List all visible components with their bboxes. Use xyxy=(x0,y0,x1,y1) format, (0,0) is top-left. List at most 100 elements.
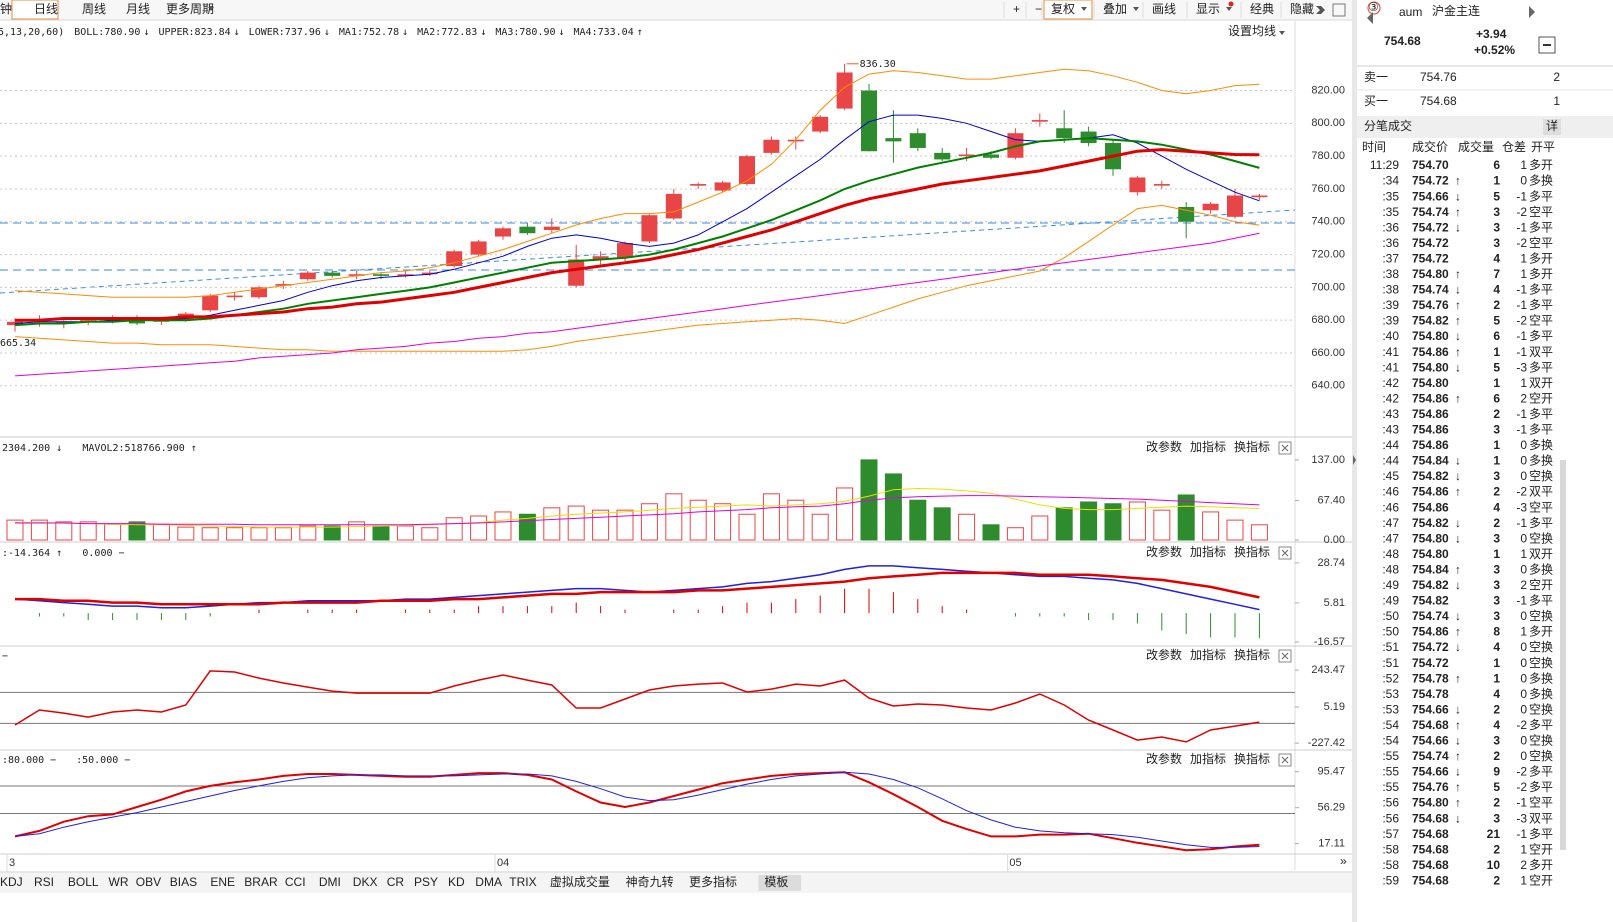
indicator-line xyxy=(14,232,1260,377)
panel-button[interactable]: 改参数 xyxy=(1146,439,1182,454)
trade-oi-change: 1 xyxy=(1520,376,1527,390)
indicator-tab[interactable]: 虚拟成交量 xyxy=(550,874,610,889)
panel-button[interactable]: 加指标 xyxy=(1190,647,1226,662)
trade-volume: 4 xyxy=(1493,640,1500,654)
indicator-label: :-14.364 ↑ xyxy=(2,548,62,559)
trade-time: :55 xyxy=(1382,780,1399,794)
volume-bar xyxy=(445,517,463,541)
trade-type: 多平 xyxy=(1529,594,1553,608)
panel-button[interactable]: 加指标 xyxy=(1190,544,1226,559)
close-icon[interactable] xyxy=(1281,652,1289,660)
trade-oi-change: 0 xyxy=(1520,609,1527,623)
detail-button[interactable] xyxy=(1543,119,1561,135)
volume-bar xyxy=(274,527,292,541)
scrollbar[interactable] xyxy=(1560,460,1566,850)
indicator-tab[interactable]: OBV xyxy=(136,875,161,889)
candle-body xyxy=(934,152,951,160)
tool-button[interactable]: 复权 xyxy=(1051,2,1075,16)
period-tab[interactable]: 周线 xyxy=(82,2,106,16)
trade-price: 754.80 xyxy=(1412,329,1449,343)
candle-body xyxy=(519,226,536,234)
indicator-tab[interactable]: 更多指标 xyxy=(689,874,737,889)
indicator-tab[interactable]: CR xyxy=(387,875,405,889)
trade-oi-change: 0 xyxy=(1520,438,1527,452)
volume-bar xyxy=(640,503,658,541)
indicator-tab[interactable]: DKX xyxy=(353,875,378,889)
trade-time: :57 xyxy=(1382,827,1399,841)
y-tick-label: 95.47 xyxy=(1317,766,1345,778)
trade-type: 空换 xyxy=(1529,749,1553,763)
period-tab[interactable]: 日线 xyxy=(34,2,58,16)
indicator-tab[interactable]: DMA xyxy=(475,875,502,889)
close-icon[interactable] xyxy=(1281,549,1289,557)
splitter-arrow[interactable] xyxy=(1353,455,1356,465)
dropdown-icon xyxy=(1133,7,1139,11)
close-icon[interactable] xyxy=(1281,756,1289,764)
active-template[interactable] xyxy=(758,875,802,891)
indicator-line xyxy=(14,670,1260,743)
trade-time: :51 xyxy=(1382,640,1399,654)
prev-icon[interactable] xyxy=(1367,12,1373,24)
tool-button[interactable]: − xyxy=(1035,2,1042,16)
indicator-tab[interactable]: BOLL xyxy=(68,875,99,889)
trade-price: 754.86 xyxy=(1412,391,1449,405)
panel-button[interactable]: 换指标 xyxy=(1234,647,1270,662)
panel-button[interactable]: 换指标 xyxy=(1234,751,1270,766)
fullscreen-icon[interactable] xyxy=(1332,3,1346,17)
volume-bar xyxy=(958,513,976,541)
volume-bar xyxy=(79,521,97,541)
indicator-tab[interactable]: 模板 xyxy=(764,875,788,889)
close-icon[interactable] xyxy=(1281,444,1289,452)
trade-type: 多换 xyxy=(1529,671,1553,685)
panel-button[interactable]: 改参数 xyxy=(1146,647,1182,662)
panel-button[interactable]: 加指标 xyxy=(1190,751,1226,766)
tool-button[interactable]: + xyxy=(1013,2,1020,16)
trade-oi-change: -2 xyxy=(1516,780,1527,794)
indicator-tab[interactable]: CCI xyxy=(285,875,306,889)
volume-bar xyxy=(55,521,73,541)
indicator-tab[interactable]: PSY xyxy=(414,875,438,889)
trade-oi-change: -1 xyxy=(1516,796,1527,810)
panel-button[interactable]: 加指标 xyxy=(1190,439,1226,454)
panel-button[interactable]: 换指标 xyxy=(1234,544,1270,559)
trade-price: 754.86 xyxy=(1412,423,1449,437)
tool-button[interactable]: 叠加 xyxy=(1103,2,1127,16)
indicator-tab[interactable]: BRAR xyxy=(244,875,278,889)
indicator-tab[interactable]: TRIX xyxy=(509,875,536,889)
volume-bar xyxy=(30,519,48,541)
trade-volume: 3 xyxy=(1493,562,1500,576)
indicator-tab[interactable]: BIAS xyxy=(170,875,197,889)
volume-bar xyxy=(1153,509,1171,541)
panel-button[interactable]: 改参数 xyxy=(1146,751,1182,766)
trade-price: 754.76 xyxy=(1412,780,1449,794)
trade-oi-change: -2 xyxy=(1516,718,1527,732)
detail-button-label[interactable]: 详 xyxy=(1546,118,1558,133)
indicator-tab[interactable]: DMI xyxy=(319,875,341,889)
panel-button[interactable]: 换指标 xyxy=(1234,439,1270,454)
tool-button[interactable]: 画线 xyxy=(1152,2,1176,16)
indicator-tab[interactable]: KD xyxy=(448,875,465,889)
tool-button[interactable]: 显示 xyxy=(1196,2,1220,16)
trade-type: 空换 xyxy=(1529,469,1553,483)
tool-button[interactable]: 经典 xyxy=(1250,2,1274,16)
tool-button[interactable]: 隐藏 xyxy=(1290,2,1314,16)
indicator-tab[interactable]: RSI xyxy=(34,875,54,889)
indicator-tab[interactable]: KDJ xyxy=(0,875,23,889)
scroll-right-icon[interactable]: » xyxy=(1340,854,1347,868)
period-tab[interactable]: 钟 xyxy=(0,1,12,16)
panel-button[interactable]: 改参数 xyxy=(1146,544,1182,559)
setting-button[interactable]: 设置均线 xyxy=(1228,24,1276,38)
active-tool[interactable] xyxy=(1043,0,1093,20)
indicator-tab[interactable]: 神奇九转 xyxy=(626,874,674,889)
indicator-tab[interactable]: WR xyxy=(109,875,129,889)
candle-body xyxy=(763,139,780,153)
trade-volume: 8 xyxy=(1493,625,1500,639)
trade-arrow: ↓ xyxy=(1455,454,1461,468)
active-tab[interactable] xyxy=(11,0,59,20)
trade-time: :59 xyxy=(1382,873,1399,887)
next-icon[interactable] xyxy=(1529,6,1535,18)
period-tab[interactable]: 更多周期 xyxy=(166,2,214,16)
trade-time: :36 xyxy=(1382,220,1399,234)
indicator-tab[interactable]: ENE xyxy=(210,875,235,889)
period-tab[interactable]: 月线 xyxy=(126,2,150,16)
